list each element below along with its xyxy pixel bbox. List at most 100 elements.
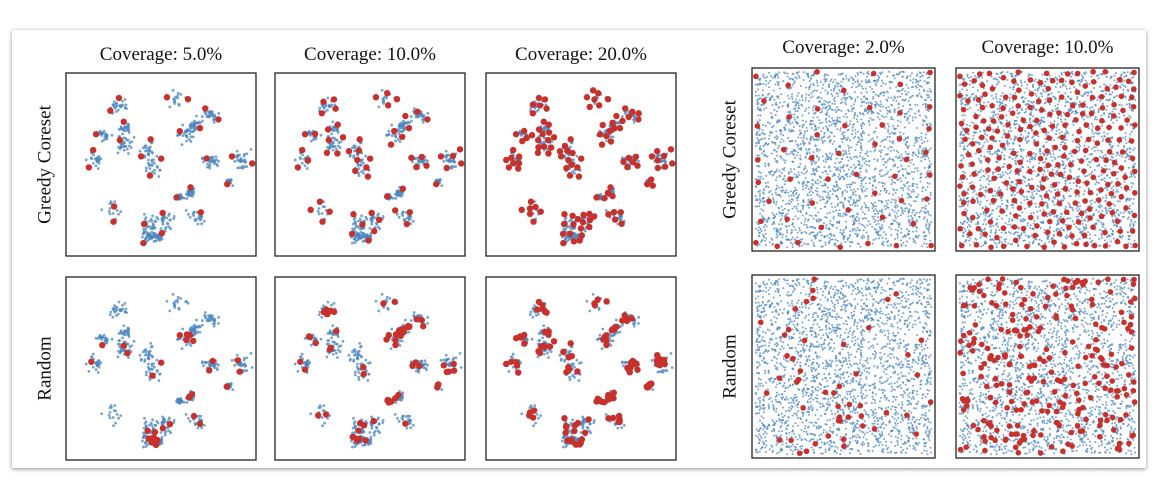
blue-point — [833, 78, 836, 81]
blue-point — [353, 370, 357, 374]
blue-point — [111, 416, 115, 419]
blue-point — [225, 178, 229, 182]
red-point — [585, 416, 592, 423]
red-point — [521, 340, 528, 347]
blue-point — [926, 96, 929, 99]
blue-point — [356, 355, 360, 359]
blue-point — [842, 212, 845, 215]
red-point — [624, 163, 631, 171]
blue-point — [757, 94, 760, 97]
blue-point — [187, 138, 191, 141]
blue-point — [394, 139, 397, 143]
red-point — [577, 155, 585, 162]
blue-point — [852, 219, 855, 222]
blue-point — [148, 236, 152, 240]
blue-point — [148, 219, 151, 223]
blue-point — [177, 103, 181, 107]
blue-point — [157, 379, 161, 382]
blue-point — [884, 107, 887, 110]
red-point — [234, 357, 242, 364]
red-point — [568, 436, 575, 443]
blue-point — [387, 129, 391, 133]
blue-point — [202, 423, 206, 427]
blue-point — [191, 124, 195, 128]
blue-point — [96, 362, 100, 366]
red-point — [509, 146, 517, 154]
blue-point — [885, 200, 888, 203]
blue-point — [866, 150, 869, 153]
blue-point — [797, 74, 800, 77]
blue-point — [143, 353, 147, 357]
blue-point — [841, 194, 844, 197]
blue-point — [899, 131, 902, 134]
red-point — [568, 161, 575, 168]
blue-point — [893, 199, 896, 202]
blue-point — [772, 89, 775, 92]
blue-point — [798, 99, 801, 102]
red-point — [653, 147, 661, 155]
blue-point — [300, 352, 304, 356]
blue-point — [918, 92, 921, 95]
blue-point — [117, 212, 120, 216]
blue-point — [200, 319, 204, 322]
blue-point — [528, 313, 532, 317]
blue-point — [200, 157, 204, 161]
blue-point — [369, 435, 373, 439]
blue-point — [84, 362, 88, 366]
blue-point — [878, 237, 881, 240]
blue-point — [357, 353, 361, 357]
blue-point — [764, 232, 767, 235]
blue-point — [353, 220, 357, 224]
blue-point — [299, 157, 303, 161]
blue-point — [94, 368, 98, 372]
blue-point — [865, 187, 868, 190]
blue-point — [810, 214, 813, 217]
blue-point — [927, 169, 930, 172]
blue-point — [862, 224, 865, 227]
red-point — [594, 296, 601, 303]
panel-border — [274, 72, 466, 257]
blue-point — [293, 362, 297, 366]
red-point — [433, 180, 440, 188]
blue-point — [147, 151, 151, 155]
blue-point — [127, 144, 131, 148]
red-point — [545, 331, 552, 338]
blue-point — [794, 215, 797, 218]
blue-point — [886, 202, 889, 205]
blue-point — [118, 339, 122, 342]
blue-point — [362, 235, 366, 239]
blue-point — [336, 348, 340, 352]
blue-point — [240, 166, 244, 170]
blue-point — [510, 355, 514, 359]
blue-point — [867, 110, 870, 113]
red-point — [613, 112, 620, 120]
blue-point — [149, 341, 153, 345]
blue-point — [353, 424, 357, 428]
blue-point — [599, 192, 603, 196]
red-point — [323, 149, 331, 157]
red-point — [391, 298, 398, 305]
blue-point — [416, 368, 420, 372]
blue-point — [860, 208, 863, 211]
blue-point — [583, 229, 587, 233]
red-point — [586, 103, 593, 111]
red-point — [580, 211, 587, 219]
blue-point — [841, 133, 844, 136]
blue-point — [879, 151, 882, 154]
red-point — [236, 368, 243, 375]
blue-point — [842, 115, 845, 118]
blue-point — [111, 307, 115, 310]
blue-point — [914, 241, 917, 244]
blue-point — [605, 139, 608, 143]
blue-point — [926, 185, 929, 188]
red-point — [215, 116, 222, 123]
blue-point — [177, 307, 181, 311]
red-point — [621, 312, 628, 319]
blue-point — [385, 298, 389, 302]
blue-point — [906, 240, 909, 243]
blue-point — [826, 91, 829, 94]
blue-point — [804, 167, 807, 170]
blue-point — [812, 106, 815, 109]
blue-point — [132, 135, 136, 139]
blue-point — [542, 140, 546, 144]
